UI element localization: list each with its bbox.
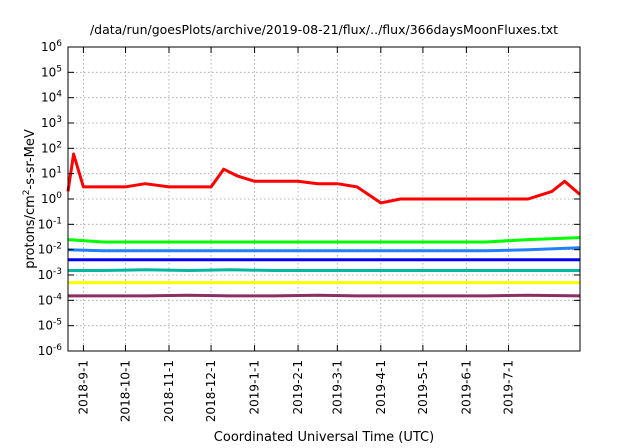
x-tick-label: 2019-3-1 (330, 360, 344, 414)
y-axis: 10-610-510-410-310-210-11001011021031041… (38, 39, 580, 358)
y-tick-label-exp: 4 (56, 90, 62, 100)
y-tick-label: 103 (41, 115, 62, 130)
x-tick-label: 2019-1-1 (248, 360, 262, 414)
x-tick-label: 2018-11-1 (162, 360, 176, 422)
y-tick-label-exp: 3 (56, 115, 62, 125)
y-tick-label-base: 10 (41, 40, 56, 54)
y-tick-label-base: 10 (38, 243, 53, 257)
y-tick-label: 10-6 (38, 343, 63, 358)
y-axis-label-rest: -s-sr-MeV (23, 129, 38, 189)
y-tick-label-base: 10 (41, 167, 56, 181)
series-line (68, 293, 581, 298)
series-line (67, 236, 581, 244)
x-axis-label: Coordinated Universal Time (UTC) (214, 430, 434, 445)
y-tick-label-exp: -1 (53, 216, 62, 226)
y-axis-label-base: protons/cm (23, 195, 38, 269)
y-tick-label-base: 10 (41, 65, 56, 79)
y-tick-label: 105 (41, 64, 62, 79)
y-tick-label-base: 10 (41, 192, 56, 206)
y-tick-label: 100 (41, 191, 62, 206)
y-tick-label-exp: -4 (53, 292, 62, 302)
y-tick-label: 10-1 (38, 216, 62, 231)
y-tick-label-base: 10 (38, 344, 53, 358)
y-tick-label: 10-5 (38, 318, 62, 333)
y-tick-label-base: 10 (41, 116, 56, 130)
series-line (66, 152, 581, 205)
x-axis: 2018-9-1 2018-10-1 2018-11-1 2018-12-1 2019-… (76, 47, 515, 422)
series-group (66, 152, 581, 298)
series-line (67, 246, 581, 253)
y-tick-label-exp: -3 (53, 267, 62, 277)
y-tick-label-exp: 0 (56, 191, 62, 201)
y-tick-label: 106 (41, 39, 62, 54)
x-tick-label: 2018-9-1 (76, 360, 90, 414)
y-tick-label-exp: 5 (56, 64, 62, 74)
y-tick-label: 10-4 (38, 292, 63, 307)
y-axis-label: protons/cm2-s-sr-MeV (22, 129, 38, 269)
y-tick-label-base: 10 (38, 268, 53, 282)
y-tick-label-exp: -2 (53, 242, 62, 252)
y-tick-label-exp: -6 (53, 343, 62, 353)
y-tick-label-exp: -5 (53, 318, 62, 328)
chart-title: /data/run/goesPlots/archive/2019-08-21/f… (90, 22, 558, 37)
y-tick-label-base: 10 (38, 217, 53, 231)
x-tick-label: 2019-4-1 (374, 360, 388, 414)
y-tick-label-base: 10 (38, 319, 53, 333)
y-tick-label: 101 (41, 166, 62, 181)
y-tick-label: 10-3 (38, 267, 62, 282)
y-tick-label-base: 10 (38, 293, 53, 307)
y-tick-label-base: 10 (41, 91, 56, 105)
series-line (68, 268, 580, 272)
x-tick-label: 2019-5-1 (416, 360, 430, 414)
y-axis-label-sup: 2 (22, 189, 32, 195)
x-tick-label: 2018-10-1 (119, 360, 133, 422)
y-tick-label: 102 (41, 140, 62, 155)
x-tick-label: 2019-2-1 (291, 360, 305, 414)
y-tick-label-base: 10 (41, 141, 56, 155)
x-tick-label: 2019-7-1 (501, 360, 515, 414)
y-tick-label: 10-2 (38, 242, 62, 257)
x-tick-label: 2019-6-1 (459, 360, 473, 414)
y-tick-label: 104 (41, 90, 62, 105)
y-tick-label-exp: 6 (56, 39, 62, 49)
x-tick-label: 2018-12-1 (204, 360, 218, 422)
y-tick-label-exp: 2 (56, 140, 62, 150)
y-tick-label-exp: 1 (56, 166, 62, 176)
